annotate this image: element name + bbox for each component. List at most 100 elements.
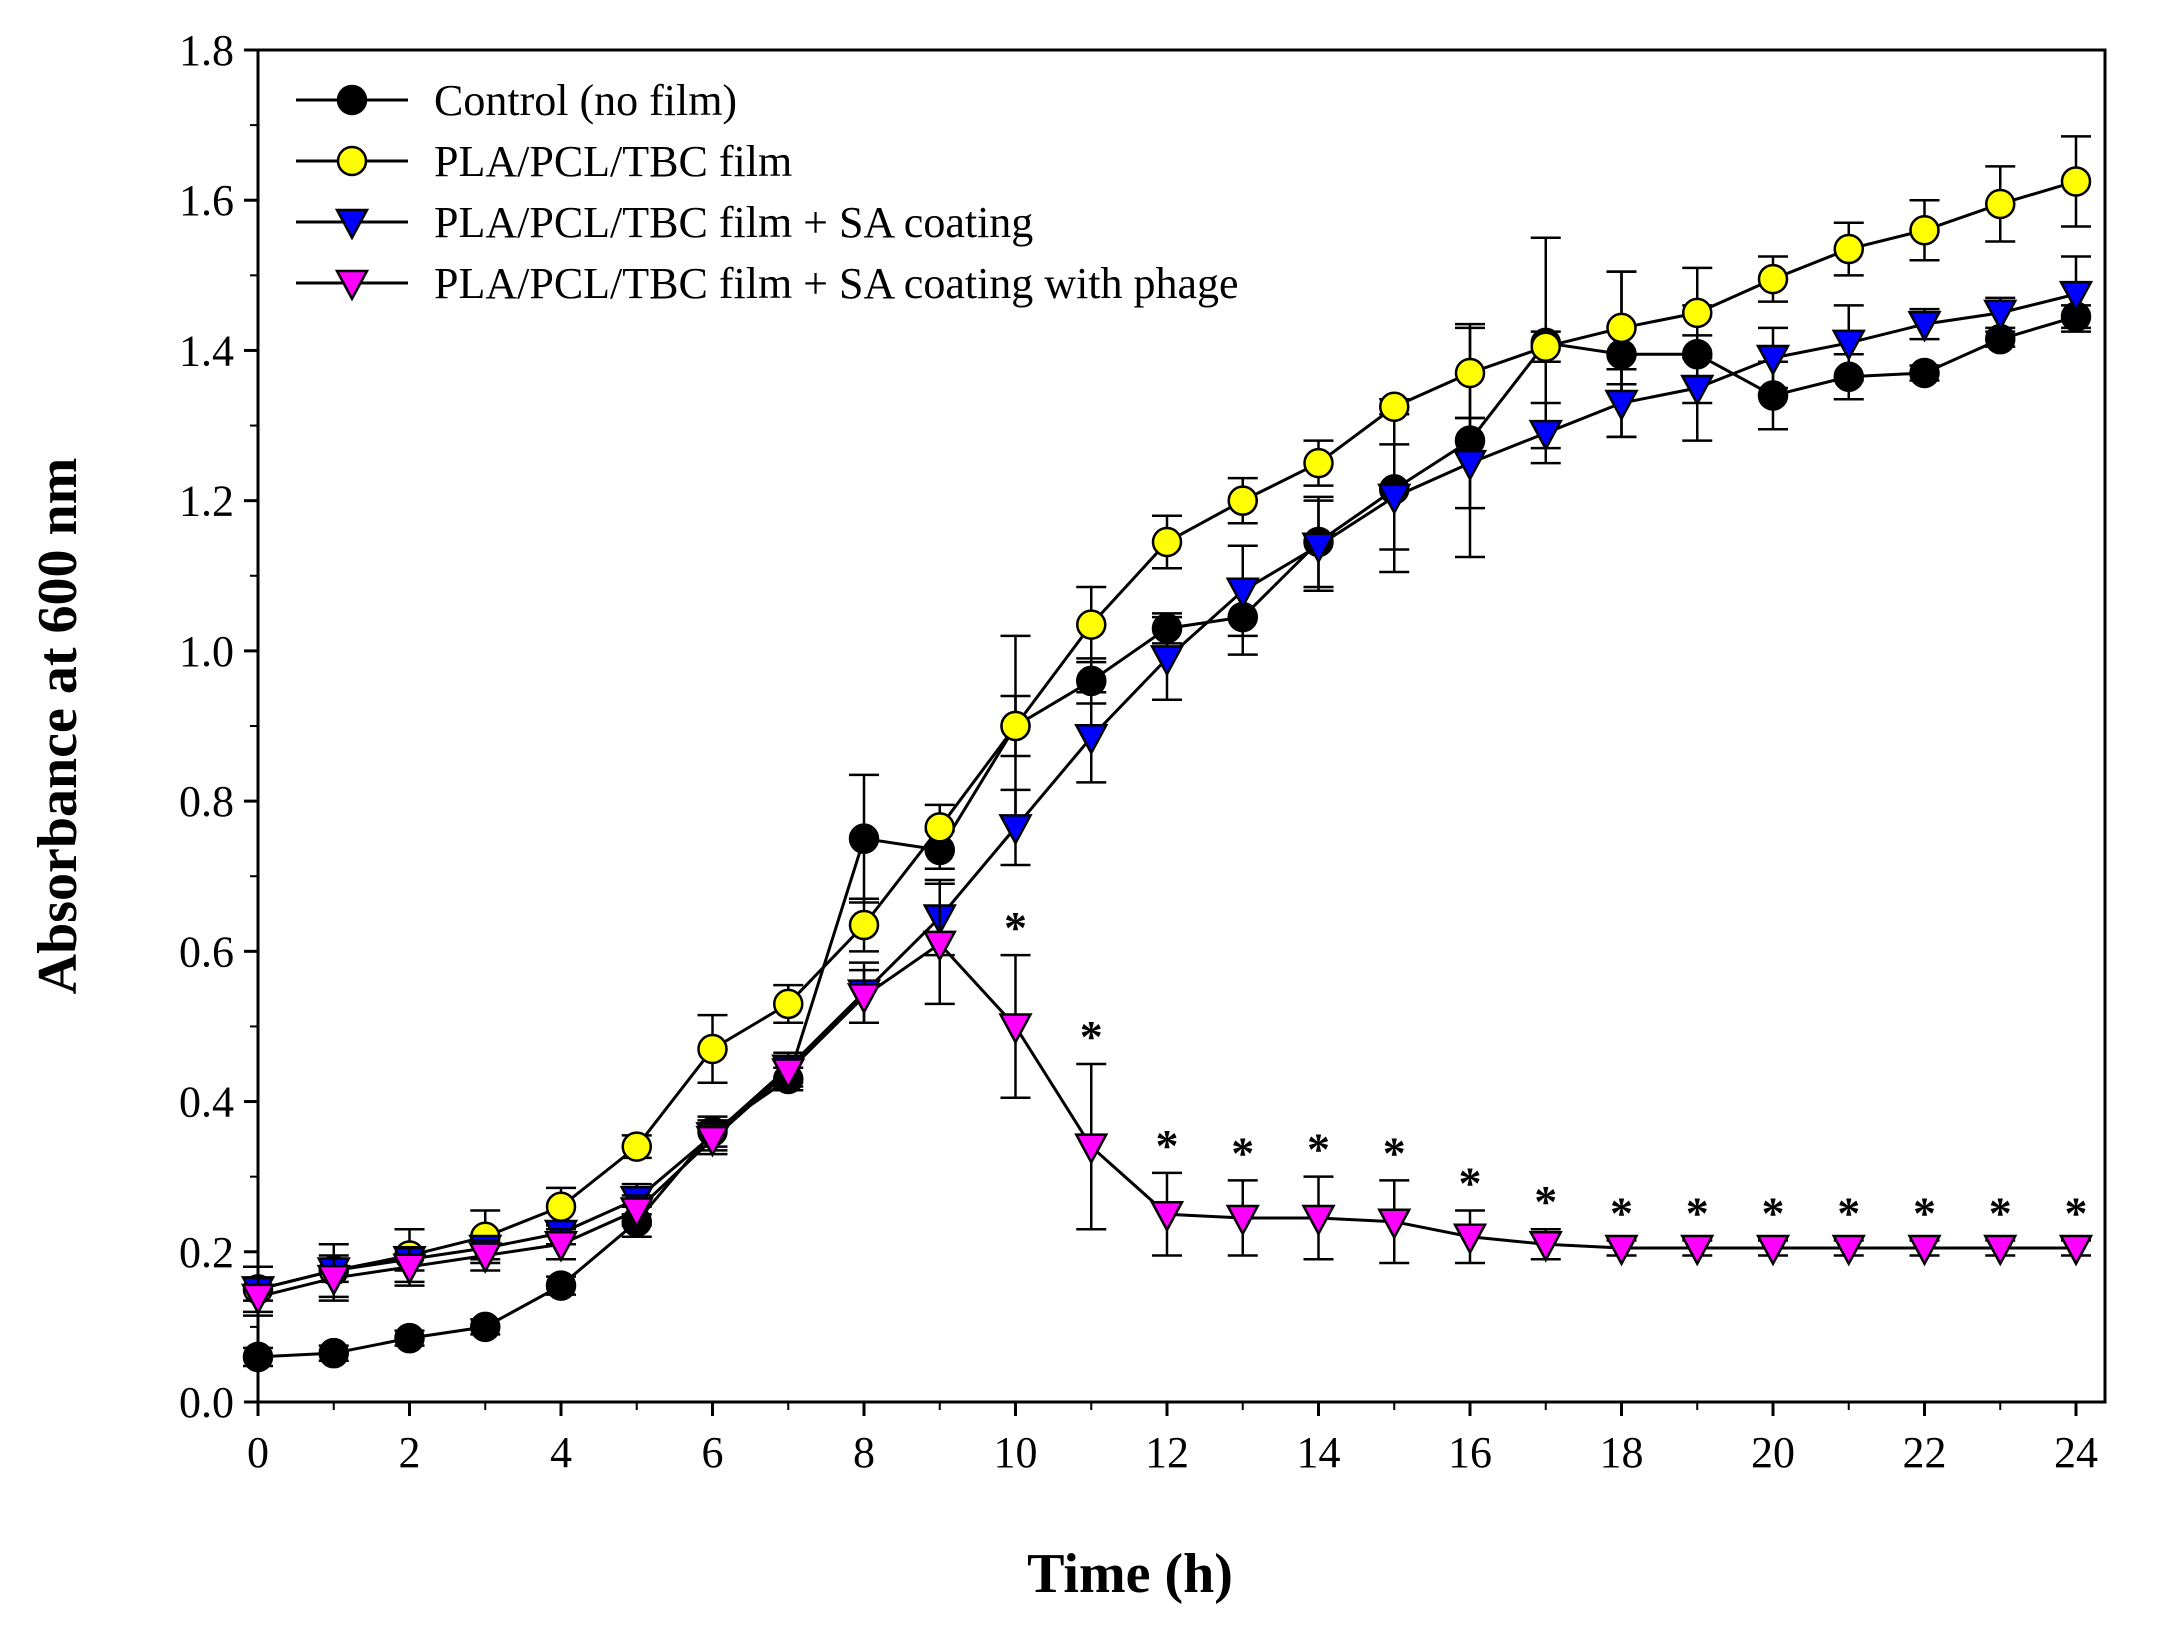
legend-item: PLA/PCL/TBC film + SA coating xyxy=(296,198,1033,247)
series-4 xyxy=(240,882,2094,1317)
data-point xyxy=(1680,374,1715,407)
data-point xyxy=(1833,233,1864,265)
data-point xyxy=(1909,215,1940,246)
data-point xyxy=(392,1253,427,1286)
data-point xyxy=(1074,724,1109,756)
data-point xyxy=(1528,1231,1563,1263)
data-point xyxy=(695,1125,730,1158)
y-tick-label: 1.0 xyxy=(179,627,234,676)
data-point xyxy=(998,814,1033,846)
data-point xyxy=(1606,312,1637,344)
data-point xyxy=(1530,331,1561,362)
x-tick-label: 4 xyxy=(550,1428,572,1477)
data-point xyxy=(1377,483,1412,516)
data-point xyxy=(1076,665,1107,697)
data-point xyxy=(2058,280,2094,313)
legend-item: Control (no film) xyxy=(296,76,737,125)
data-point xyxy=(771,1058,806,1090)
x-tick-label: 8 xyxy=(853,1428,875,1477)
legend-label: Control (no film) xyxy=(434,76,737,125)
data-point xyxy=(1831,1234,1866,1267)
data-point xyxy=(1907,310,1942,343)
data-point xyxy=(1225,577,1260,610)
significance-star: * xyxy=(1307,1124,1330,1175)
data-point xyxy=(1151,526,1183,558)
x-tick-label: 22 xyxy=(1903,1428,1947,1477)
y-tick-label: 1.2 xyxy=(179,477,234,526)
data-point xyxy=(1074,1133,1109,1166)
data-point xyxy=(922,930,957,963)
data-point xyxy=(998,1013,1033,1045)
legend-marker xyxy=(334,269,370,302)
y-tick-label: 0.2 xyxy=(179,1228,234,1277)
x-tick-label: 18 xyxy=(1600,1428,1644,1477)
data-point xyxy=(773,988,804,1020)
data-point xyxy=(242,1341,274,1373)
data-point xyxy=(2058,1234,2094,1267)
legend-marker xyxy=(336,84,368,116)
data-point xyxy=(394,1322,425,1354)
significance-star: * xyxy=(1762,1188,1785,1239)
significance-star: * xyxy=(1534,1176,1557,1227)
significance-star: * xyxy=(1837,1188,1860,1239)
data-point xyxy=(1755,344,1791,377)
data-point xyxy=(1680,1234,1715,1267)
data-point xyxy=(1452,1223,1488,1256)
x-tick-label: 2 xyxy=(399,1428,421,1477)
significance-star: * xyxy=(1913,1188,1936,1239)
data-point xyxy=(1149,645,1185,677)
data-point xyxy=(924,812,955,843)
data-point xyxy=(848,909,880,941)
x-tick-label: 0 xyxy=(247,1428,269,1477)
data-point xyxy=(1682,297,1713,329)
data-point xyxy=(1983,1234,2018,1267)
x-axis-ticks: 0 2 4 6 8 10 12 14 16 18 20 22 24 xyxy=(247,1402,2098,1477)
data-point xyxy=(1528,419,1563,452)
data-point xyxy=(1757,263,1789,295)
significance-star: * xyxy=(1231,1127,1254,1178)
x-tick-label: 14 xyxy=(1297,1428,1341,1477)
y-tick-label: 0.8 xyxy=(179,777,234,826)
legend-item: PLA/PCL/TBC film xyxy=(296,137,792,186)
y-tick-label: 1.4 xyxy=(179,326,234,375)
significance-star: * xyxy=(2065,1188,2088,1239)
x-tick-label: 16 xyxy=(1448,1428,1492,1477)
data-point xyxy=(1985,188,2016,220)
data-point xyxy=(1000,710,1031,742)
y-tick-label: 0.4 xyxy=(179,1078,234,1127)
data-point xyxy=(468,1242,503,1274)
significance-star: * xyxy=(1156,1120,1179,1171)
legend-marker xyxy=(334,208,370,241)
data-point xyxy=(1831,329,1866,362)
plot-frame xyxy=(256,48,2107,1404)
y-tick-label: 1.8 xyxy=(179,26,234,75)
data-point xyxy=(1907,1234,1942,1267)
data-point xyxy=(1301,1204,1336,1237)
significance-star: * xyxy=(1080,1011,1103,1062)
data-point xyxy=(545,1191,577,1222)
data-point xyxy=(697,1033,728,1065)
data-point xyxy=(470,1311,501,1343)
data-point xyxy=(1225,1204,1260,1237)
data-point xyxy=(1149,1200,1185,1233)
data-point xyxy=(1604,1234,1639,1267)
y-tick-label: 0.0 xyxy=(179,1378,234,1427)
x-tick-label: 20 xyxy=(1751,1428,1795,1477)
y-tick-label: 1.6 xyxy=(179,176,234,225)
data-point xyxy=(848,823,880,854)
data-point xyxy=(545,1270,577,1301)
legend-marker xyxy=(336,145,368,177)
series-layer xyxy=(240,135,2094,1373)
data-point xyxy=(2060,166,2092,197)
data-point xyxy=(1301,532,1336,565)
legend-item: PLA/PCL/TBC film + SA coating with phage xyxy=(296,259,1239,308)
data-point xyxy=(318,1337,349,1369)
data-point xyxy=(316,1264,351,1297)
data-point xyxy=(1379,391,1410,423)
data-point xyxy=(619,1197,654,1229)
y-axis-ticks: 0.0 0.2 0.4 0.6 0.8 1.0 1.2 1.4 1.6 1.8 xyxy=(179,26,258,1427)
x-axis-title: Time (h) xyxy=(1027,1543,1233,1605)
data-point xyxy=(543,1231,579,1263)
data-point xyxy=(1604,389,1639,422)
